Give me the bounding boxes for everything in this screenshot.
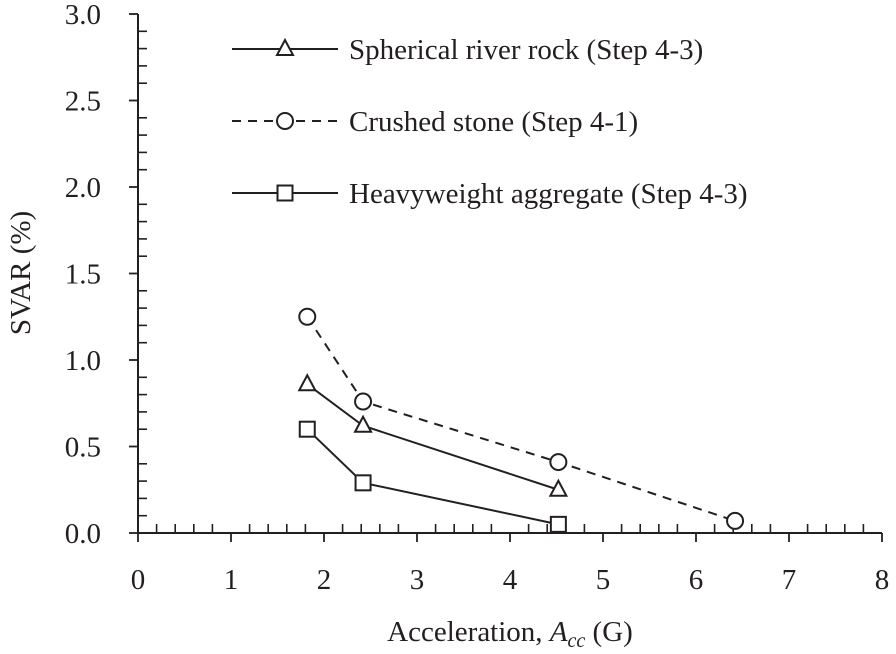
legend-item: Heavyweight aggregate (Step 4-3) [232,178,748,210]
x-axis-title: Acceleration, Acc (G) [387,616,633,652]
legend-circle-icon [276,112,294,130]
square-marker-point [354,474,372,492]
series-square [298,420,567,533]
circle-marker-point [549,453,568,472]
x-tick-label: 6 [689,564,704,596]
axes: 0 1 2 3 4 5 6 7 8 0.0 0.5 1.0 1.5 2.0 2.5 3.0 [65,0,890,596]
y-tick-label: 0.5 [65,432,101,464]
y-tick-label: 2.0 [65,172,101,204]
series-line [306,316,736,522]
x-tick-label: 1 [224,564,239,596]
y-axis-title: SVAR (%) [5,211,37,335]
triangle-marker-point [297,373,317,392]
x-tick-label: 4 [503,564,518,596]
legend-item: Spherical river rock (Step 4-3) [232,34,703,66]
legend-square-icon [276,184,294,202]
legend-label: Crushed stone (Step 4-1) [349,106,638,138]
y-tick-label: 0.0 [65,518,101,550]
square-marker-point [298,420,316,438]
x-tick-label: 5 [596,564,611,596]
y-tick-label: 1.0 [65,345,101,377]
y-tick-label: 2.5 [65,86,101,118]
y-tick-label: 3.0 [65,0,101,31]
legend-label: Heavyweight aggregate (Step 4-3) [349,178,748,210]
square-marker-point [549,515,567,533]
x-tick-label: 8 [875,564,890,596]
legend-item: Crushed stone (Step 4-1) [232,106,638,138]
series-circle [298,307,745,530]
legend-label: Spherical river rock (Step 4-3) [349,34,703,66]
axis-ticks [129,13,883,542]
circle-marker-point [298,307,317,326]
legend-triangle-icon [275,37,295,56]
circle-marker-point [354,392,373,411]
axis-tick-labels: 0 1 2 3 4 5 6 7 8 0.0 0.5 1.0 1.5 2.0 2.5 3.0 [65,0,890,596]
x-tick-label: 3 [410,564,425,596]
x-tick-label: 2 [317,564,332,596]
x-tick-label: 0 [131,564,146,596]
triangle-marker-point [548,478,569,497]
series-triangle [297,373,569,497]
circle-marker-point [726,511,745,530]
x-tick-label: 7 [782,564,797,596]
legend: Spherical river rock (Step 4-3) Crushed s… [232,34,748,210]
series-layer [297,307,745,533]
triangle-marker-point [353,414,373,433]
series-line [306,383,559,491]
y-tick-label: 1.5 [65,259,101,291]
